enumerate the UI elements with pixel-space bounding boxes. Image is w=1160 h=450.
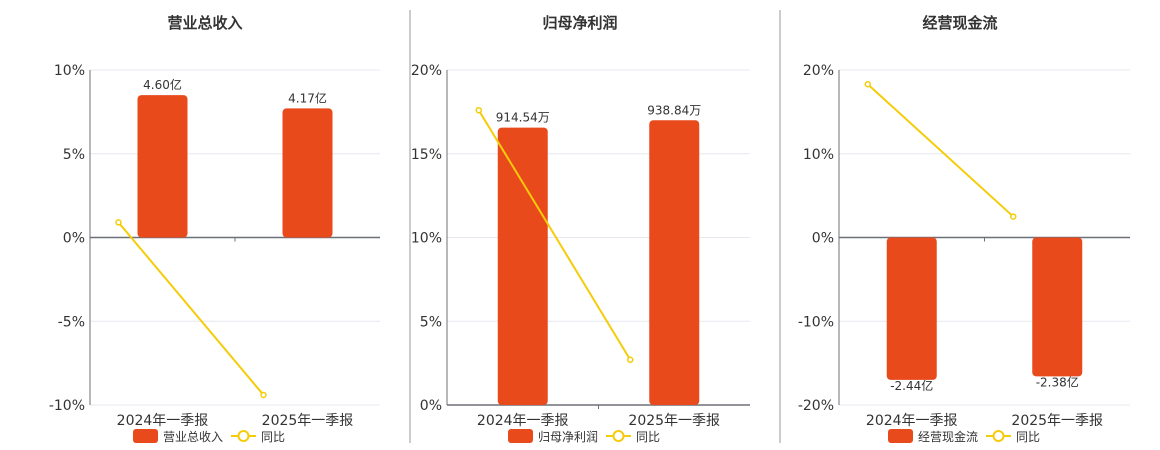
bar	[1032, 237, 1083, 377]
yoy-point	[260, 391, 267, 399]
bar	[137, 95, 188, 238]
x-tick-label: 2025年一季报	[628, 413, 720, 429]
bar-label: -2.44亿	[890, 378, 933, 393]
legend-bar-label: 经营现金流	[918, 429, 978, 444]
y-tick-label: 5%	[420, 314, 442, 330]
x-tick-label: 2025年一季报	[1011, 413, 1103, 429]
y-tick-label: 20%	[803, 63, 834, 79]
legend-bar-swatch	[888, 429, 913, 443]
legend: 归母净利润 同比	[508, 429, 660, 444]
legend: 经营现金流 同比	[888, 429, 1040, 444]
y-tick-label: 20%	[411, 63, 442, 79]
x-tick-label: 2024年一季报	[477, 413, 569, 429]
chart-2: 归母净利润 0% 5% 10% 15% 20% 914.54万 2024年一季报 938.84万…	[411, 14, 750, 444]
bar	[886, 237, 937, 380]
y-tick-label: 10%	[803, 147, 834, 163]
bar-label: -2.38亿	[1036, 374, 1079, 389]
yoy-point	[864, 80, 871, 88]
yoy-point	[627, 356, 634, 364]
bar-label: 4.17亿	[288, 90, 327, 105]
x-tick-label: 2025年一季报	[262, 413, 354, 429]
x-tick-label: 2024年一季报	[866, 413, 958, 429]
bar	[649, 120, 700, 405]
chart-3: 经营现金流 -20% -10% 0% 10% 20% -2.44亿 2024年一季报 -2.38…	[798, 14, 1130, 444]
legend-bar-swatch	[508, 429, 533, 443]
chart-title: 营业总收入	[167, 14, 242, 32]
y-tick-label: 10%	[411, 231, 442, 247]
chart-1: 营业总收入 -10% -5% 0% 5% 10% 4.60亿 2024年一季报 4.17亿 202…	[49, 14, 380, 444]
y-tick-label: 0%	[63, 231, 85, 247]
y-tick-label: -10%	[49, 398, 85, 414]
y-tick-label: 5%	[63, 147, 85, 163]
y-tick-label: 0%	[812, 231, 834, 247]
y-tick-label: -5%	[58, 314, 85, 330]
yoy-point	[115, 219, 122, 226]
bar-label: 938.84万	[647, 103, 701, 117]
legend-line-marker	[992, 430, 1005, 442]
y-tick-label: 10%	[54, 63, 85, 79]
yoy-line	[477, 109, 632, 361]
legend-line-label: 同比	[1016, 430, 1040, 444]
y-tick-label: -10%	[798, 314, 834, 330]
legend-line-marker	[612, 430, 625, 442]
x-tick-label: 2024年一季报	[117, 413, 209, 429]
yoy-point	[475, 106, 482, 114]
bar	[282, 108, 333, 238]
y-tick-label: -20%	[798, 398, 834, 414]
chart-title: 经营现金流	[922, 14, 997, 32]
legend-bar-label: 归母净利润	[538, 430, 598, 444]
legend-bar-swatch	[133, 429, 158, 443]
legend-line-label: 同比	[636, 430, 660, 444]
yoy-line	[117, 221, 265, 396]
yoy-line	[867, 83, 1014, 218]
legend-bar-label: 营业总收入	[163, 430, 223, 444]
y-tick-label: 15%	[411, 147, 442, 163]
bar-label: 4.60亿	[143, 77, 182, 92]
legend: 营业总收入 同比	[133, 429, 285, 444]
legend-line-marker	[237, 430, 250, 442]
chart-title: 归母净利润	[542, 14, 617, 32]
legend-line-label: 同比	[261, 430, 285, 444]
y-tick-label: 0%	[420, 398, 442, 414]
bar-label: 914.54万	[496, 111, 550, 125]
yoy-point	[1010, 213, 1017, 220]
bar	[497, 127, 548, 406]
